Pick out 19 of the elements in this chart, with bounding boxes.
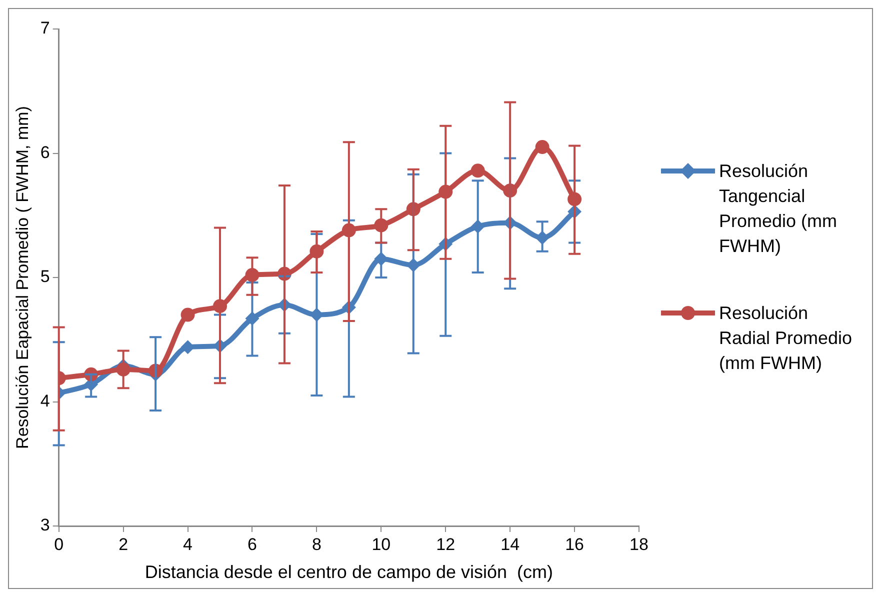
x-tick-label: 16: [565, 534, 584, 554]
x-tick-label: 2: [118, 534, 128, 554]
y-tick-label: 5: [40, 267, 50, 286]
y-tick-label: 3: [40, 516, 50, 535]
legend-label: Resolución Radial Promedio (mm FWHM): [719, 302, 854, 375]
y-tick-label: 6: [40, 142, 50, 162]
x-tick-label: 10: [372, 534, 391, 554]
y-axis-title: Resolución Eapacial Promedio ( FWHM, mm): [12, 106, 32, 449]
x-tick-label: 12: [436, 534, 456, 554]
x-axis-title: Distancia desde el centro de campo de visión (cm): [144, 562, 554, 582]
x-tick-label: 18: [630, 534, 648, 554]
y-tick-label: 7: [40, 18, 50, 38]
x-tick-label: 4: [183, 534, 193, 554]
legend-label: Resolución Tangencial Promedio (mm FWHM): [719, 160, 838, 258]
x-tick-label: 8: [312, 534, 322, 554]
y-tick-label: 4: [40, 391, 50, 410]
x-tick-label: 14: [500, 534, 520, 554]
x-tick-label: 6: [248, 534, 257, 554]
x-tick-label: 0: [54, 534, 64, 554]
